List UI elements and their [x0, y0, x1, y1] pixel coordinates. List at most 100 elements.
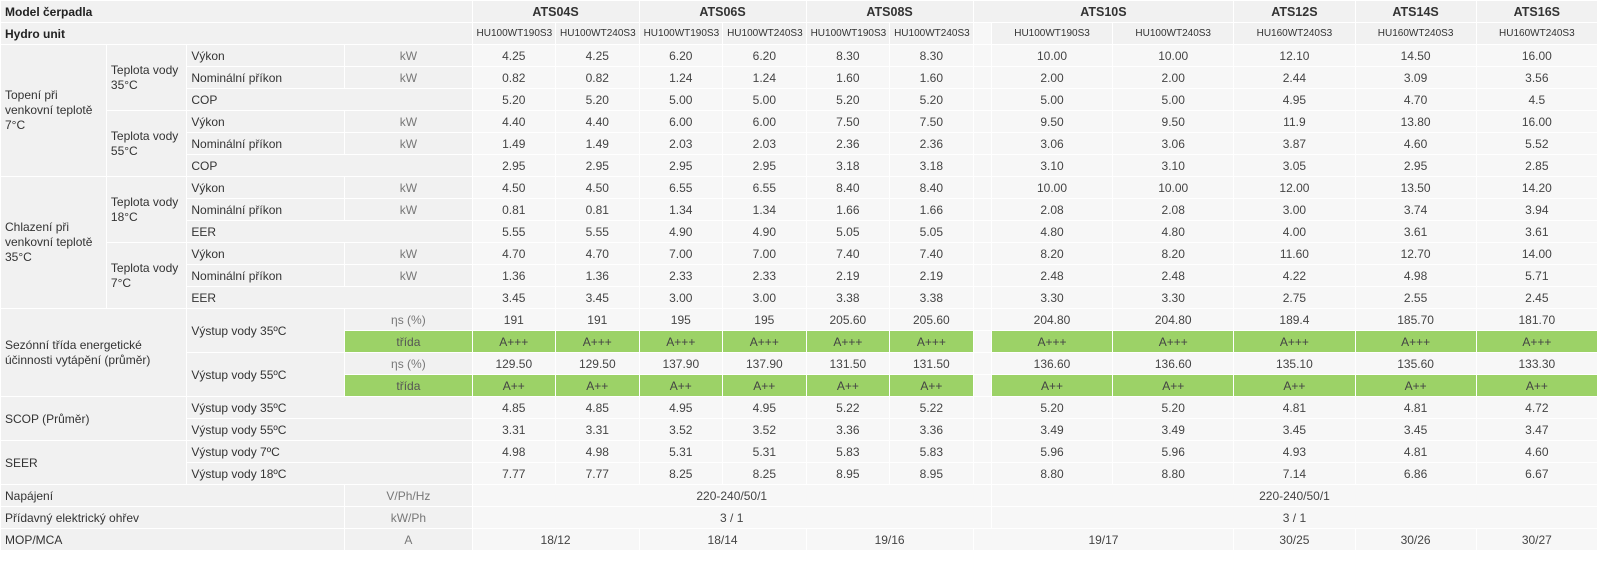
model-label: Model čerpadla — [0, 0, 473, 23]
value-cell: 4.25 — [555, 44, 640, 67]
value-cell: 14.00 — [1475, 242, 1598, 265]
model-name: ATS16S — [1475, 0, 1598, 23]
spec-table-body: Model čerpadla ATS04S ATS06S ATS08S ATS10S AT… — [0, 0, 1598, 551]
value-cell: 189.4 — [1233, 308, 1356, 331]
value-cell: A+++ — [1233, 330, 1356, 353]
value-cell: 1.49 — [471, 132, 557, 155]
value-cell: 3.36 — [805, 418, 891, 441]
value-cell: 2.33 — [638, 264, 724, 287]
value-cell: 3.74 — [1354, 198, 1477, 221]
unit-cell: kW — [344, 264, 473, 287]
value-cell: 2.45 — [1475, 286, 1598, 309]
value-cell: 4.98 — [471, 440, 557, 463]
value-cell: 0.81 — [471, 198, 557, 221]
model-name: ATS14S — [1354, 0, 1477, 23]
value-cell: 3.18 — [805, 154, 891, 177]
value-cell: 129.50 — [555, 352, 640, 375]
value-cell: 5.31 — [638, 440, 724, 463]
value-cell: 2.36 — [805, 132, 891, 155]
hydro-unit-cell: HU160WT240S3 — [1354, 22, 1477, 45]
value-cell: 5.52 — [1475, 132, 1598, 155]
value-cell: 181.70 — [1475, 308, 1598, 331]
value-cell: 3.36 — [889, 418, 974, 441]
value-cell: 5.96 — [990, 440, 1114, 463]
value-cell: 4.60 — [1354, 132, 1477, 155]
value-cell: 2.19 — [889, 264, 974, 287]
value-cell: 4.80 — [990, 220, 1114, 243]
param-label: Nominální příkon — [186, 264, 346, 287]
value-cell: 3.45 — [1233, 418, 1356, 441]
hydro-row: Hydro unit HU100WT190S3 HU100WT240S3 HU100W… — [0, 22, 1598, 45]
value-cell: 4.22 — [1233, 264, 1356, 287]
value-cell: A++ — [1233, 374, 1356, 397]
value-cell: 4.50 — [555, 176, 640, 199]
hydro-unit-cell: HU160WT240S3 — [1233, 22, 1356, 45]
value-cell: 2.95 — [555, 154, 640, 177]
value-cell: 3.00 — [722, 286, 807, 309]
value-cell: 1.49 — [555, 132, 640, 155]
spacer-cell — [972, 396, 992, 419]
unit-cell: kW — [344, 176, 473, 199]
value-cell: 2.95 — [722, 154, 807, 177]
value-cell: A++ — [889, 374, 974, 397]
value-cell: 16.00 — [1475, 44, 1598, 67]
value-cell: 7.00 — [638, 242, 724, 265]
unit-cell: kW/Ph — [344, 506, 473, 529]
table-row: COP 2.95 2.95 2.95 2.95 3.18 3.18 3.10 3.10 3.05 2… — [1, 154, 1598, 177]
value-cell: 4.81 — [1233, 396, 1356, 419]
mop-value: 18/14 — [638, 528, 807, 551]
table-row: Sezónní třída energetické účinnosti vytá… — [0, 308, 1598, 397]
value-cell: 4.81 — [1354, 396, 1477, 419]
mop-value: 30/26 — [1354, 528, 1477, 551]
value-cell: A+++ — [555, 330, 640, 353]
class-label: třída — [344, 330, 473, 353]
value-cell: A++ — [555, 374, 640, 397]
value-cell: 2.48 — [1112, 264, 1235, 287]
power-row: Napájení V/Ph/Hz 220-240/50/1 220-240/50/1 — [0, 484, 1598, 507]
value-cell: 3.06 — [1112, 132, 1235, 155]
value-cell: 3.52 — [722, 418, 807, 441]
value-cell: 4.98 — [555, 440, 640, 463]
value-cell: 5.00 — [722, 88, 807, 111]
param-label: EER — [186, 286, 473, 309]
value-cell: 4.72 — [1475, 396, 1598, 419]
value-cell: 4.70 — [1354, 88, 1477, 111]
value-cell: 3.61 — [1354, 220, 1477, 243]
value-cell: 4.70 — [471, 242, 557, 265]
hydro-unit-cell: HU100WT240S3 — [555, 22, 640, 45]
value-cell: 8.25 — [722, 462, 807, 485]
value-cell: 10.00 — [1112, 44, 1235, 67]
spacer-cell — [972, 264, 992, 287]
value-cell: 8.95 — [805, 462, 891, 485]
value-cell: 3.30 — [1112, 286, 1235, 309]
value-cell: A++ — [638, 374, 724, 397]
value-cell: 1.24 — [638, 66, 724, 89]
param-label: Výkon — [186, 110, 346, 133]
temp-label: Teplota vody 18°C — [105, 176, 188, 243]
table-row: Nominální příkon kW 1.36 1.36 2.33 2.33 2.19 2.… — [1, 264, 1598, 287]
value-cell: 7.40 — [889, 242, 974, 265]
value-cell: 2.08 — [1112, 198, 1235, 221]
table-row: Chlazení při venkovní teplotě 35°C Teplot… — [0, 176, 1598, 309]
param-label: Výkon — [186, 176, 346, 199]
unit-cell: kW — [344, 66, 473, 89]
temp-label: Teplota vody 7°C — [105, 242, 188, 309]
value-cell: 1.66 — [889, 198, 974, 221]
value-cell: 14.50 — [1354, 44, 1477, 67]
value-cell: 4.70 — [555, 242, 640, 265]
value-cell: 5.20 — [889, 88, 974, 111]
value-cell: 3.10 — [990, 154, 1114, 177]
value-cell: 1.24 — [722, 66, 807, 89]
value-cell: A++ — [722, 374, 807, 397]
unit-cell: kW — [344, 132, 473, 155]
unit-cell: kW — [344, 198, 473, 221]
value-cell: 3.30 — [990, 286, 1114, 309]
class-row: třída A++ A++ A++ A++ A++ A++ A++ A++ A++ A++ A++ — [1, 374, 1598, 397]
param-label: Nominální příkon — [186, 198, 346, 221]
value-cell: 3.05 — [1233, 154, 1356, 177]
value-cell: 6.20 — [638, 44, 724, 67]
value-cell: 11.9 — [1233, 110, 1356, 133]
power-value: 220-240/50/1 — [990, 484, 1598, 507]
hydro-unit-cell: HU100WT190S3 — [638, 22, 724, 45]
